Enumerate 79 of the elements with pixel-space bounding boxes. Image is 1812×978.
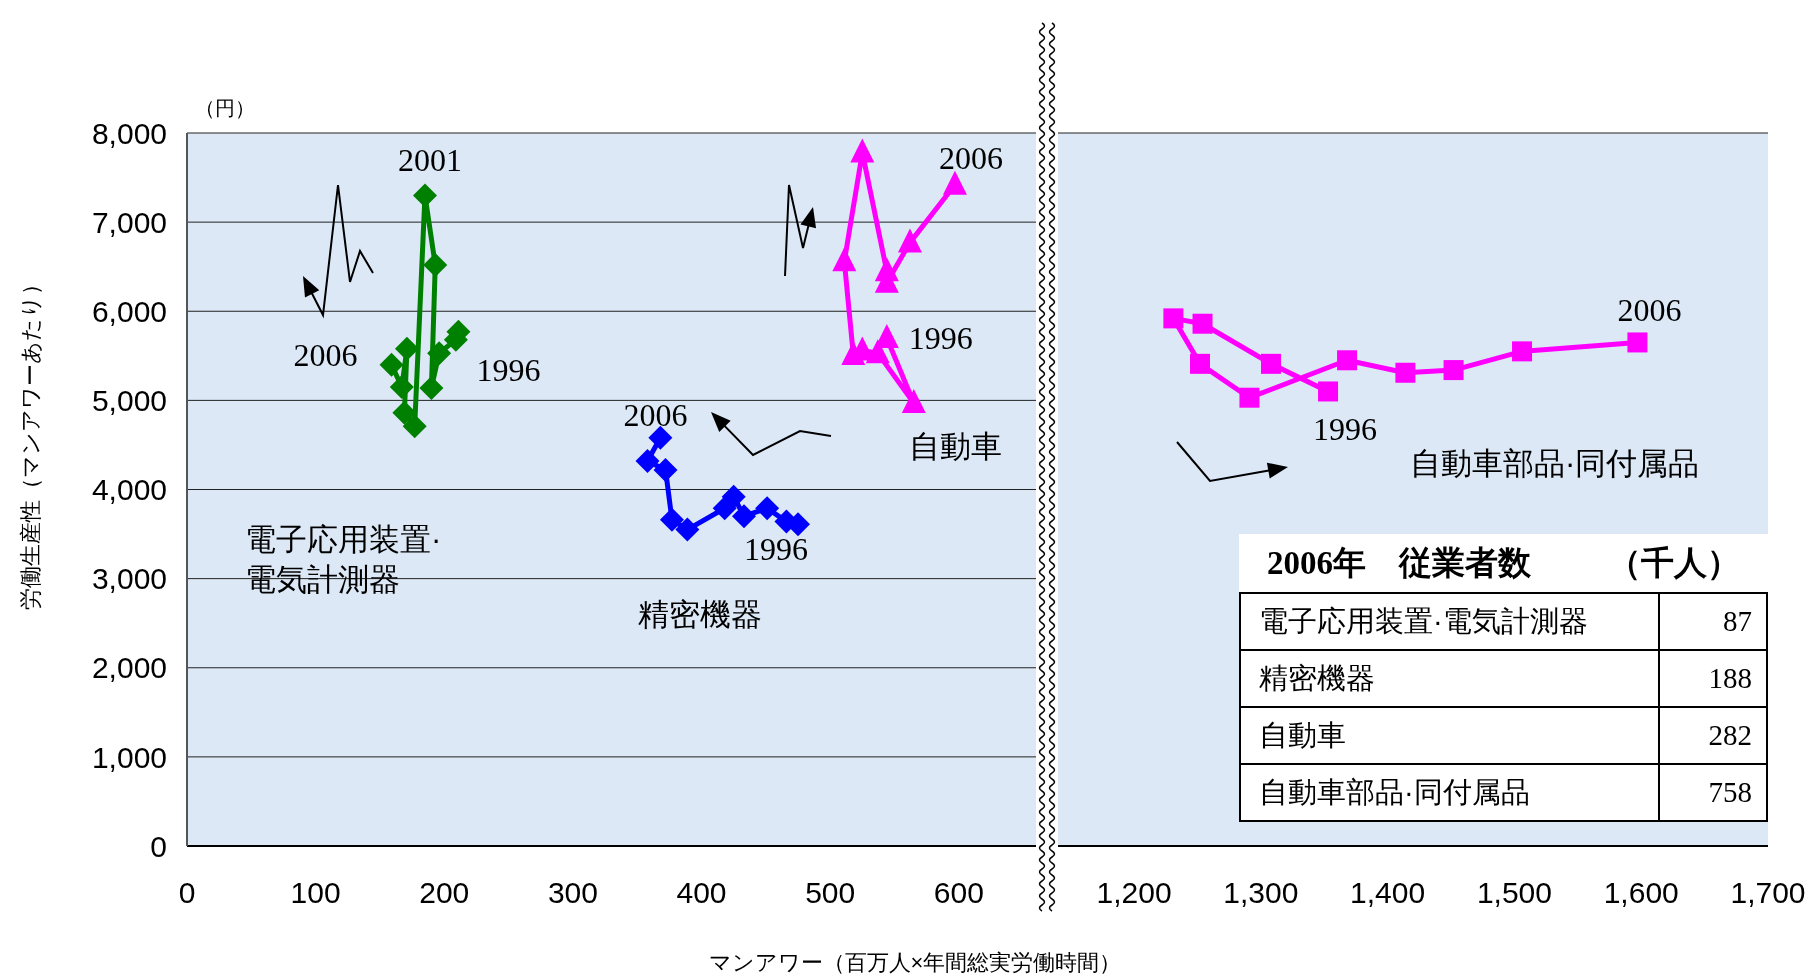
y-tick-label: 6,000 <box>91 294 167 328</box>
point <box>389 375 414 400</box>
annotation: 精密機器 <box>1240 650 1659 707</box>
annotation: 2006 <box>938 139 1003 176</box>
point <box>1163 308 1184 329</box>
x-tick-label: 500 <box>805 876 856 910</box>
annotation: 自動車部品·同付属品 <box>1240 764 1659 821</box>
point <box>1190 353 1210 374</box>
y-tick-label: 0 <box>150 829 167 863</box>
x-tick-label: 1,500 <box>1476 876 1552 910</box>
x-tick-label: 400 <box>676 876 727 910</box>
annotation: 87 <box>1659 593 1767 650</box>
annotation: 2006年 従業者数 <box>1267 543 1531 583</box>
x-tick-label: 100 <box>290 876 341 910</box>
x-tick-label: 1,600 <box>1603 876 1679 910</box>
point <box>1192 313 1213 334</box>
point <box>755 496 780 521</box>
point <box>1395 362 1416 383</box>
point <box>1443 360 1464 381</box>
annotation: 282 <box>1659 707 1767 764</box>
x-tick-label: 1,300 <box>1223 876 1299 910</box>
point <box>1261 353 1281 374</box>
annotation: 1996 <box>908 319 973 356</box>
point <box>635 448 660 473</box>
point <box>1239 387 1260 408</box>
point <box>1318 381 1339 402</box>
point <box>1337 350 1358 371</box>
annotation: 1996 <box>476 351 541 388</box>
y-tick-label: 4,000 <box>91 473 167 507</box>
annotation: 自動車 <box>1240 707 1659 764</box>
annotation: 2006 <box>623 396 688 433</box>
annotation: 758 <box>1659 764 1767 821</box>
y-tick-label: 3,000 <box>91 562 167 596</box>
y-tick-label: 8,000 <box>91 116 167 150</box>
y-tick-label: 2,000 <box>91 651 167 685</box>
y-tick-label: 5,000 <box>91 384 167 418</box>
x-tick-label: 300 <box>547 876 598 910</box>
x-tick-label: 0 <box>178 876 196 910</box>
y-tick-label: 1,000 <box>91 740 167 774</box>
series-label: 自動車 <box>909 428 1003 466</box>
x-tick-label: 600 <box>933 876 984 910</box>
annotation: 電子応用装置·電気計測器 <box>1240 593 1659 650</box>
point <box>419 375 444 400</box>
x-tick-label: 1,200 <box>1096 876 1172 910</box>
point <box>394 336 419 361</box>
point <box>850 138 875 163</box>
point <box>897 228 922 253</box>
text: （円） <box>195 95 255 121</box>
text: 精密機器 <box>638 596 763 634</box>
point <box>832 247 857 272</box>
annotation: 2006 <box>1617 292 1682 329</box>
annotation: 1996 <box>1313 411 1378 448</box>
point <box>712 496 737 521</box>
point <box>942 170 967 195</box>
annotation: 188 <box>1659 650 1767 707</box>
point <box>1512 341 1533 362</box>
point <box>402 414 427 439</box>
x-tick-label: 1,700 <box>1730 876 1806 910</box>
point <box>675 517 700 542</box>
y-tick-label: 7,000 <box>91 205 167 239</box>
y-axis-title: 労働生産性（マンアワーあたり） <box>17 272 44 610</box>
point <box>732 504 756 529</box>
annotation: 2001 <box>397 142 462 179</box>
point <box>648 425 673 450</box>
point <box>653 457 678 482</box>
annotation: （千人） <box>1608 542 1740 583</box>
x-axis-title: マンアワー（百万人×年間総実労働時間） <box>708 949 1122 977</box>
point <box>1627 332 1648 353</box>
point <box>841 340 866 365</box>
text: 自動車部品·同付属品 <box>1410 445 1701 483</box>
point <box>379 352 404 377</box>
point <box>427 341 452 366</box>
point <box>659 507 684 532</box>
x-tick-label: 1,400 <box>1350 876 1426 910</box>
x-tick-label: 200 <box>419 876 470 910</box>
point <box>423 252 448 277</box>
annotation: 1996 <box>744 531 809 568</box>
point <box>901 389 926 414</box>
annotation: 2006 <box>293 336 358 373</box>
